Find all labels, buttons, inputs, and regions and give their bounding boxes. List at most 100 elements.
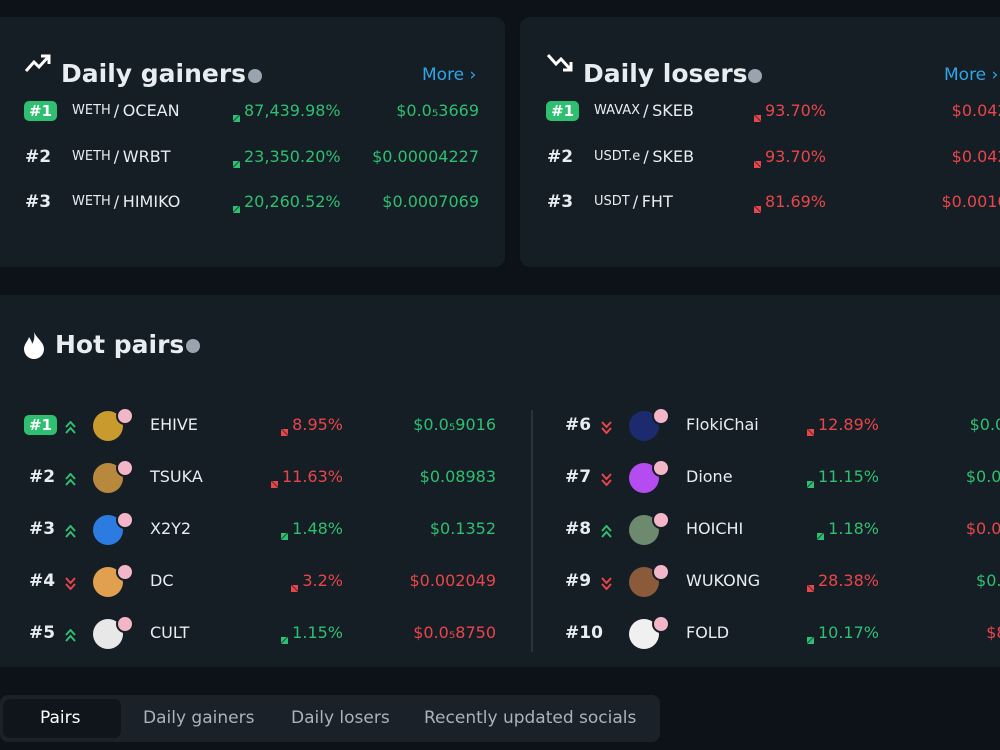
rank: #3 [547,192,574,212]
rank: #7 [565,467,592,487]
price: $0.0₃39 [969,415,1000,434]
pair-quote: WRBT [122,147,171,166]
rank: #2 [547,147,574,167]
hot-pairs-title: Hot pairs [55,330,185,359]
trend-icon [65,419,76,438]
trend-icon [65,523,76,542]
price: $0.001025 [941,192,1000,211]
change: 11.63% [281,467,343,486]
price: $0.00004227 [372,147,479,166]
change: 93.70% [765,147,827,166]
price: $89.6 [986,623,1000,642]
token-name[interactable]: EHIVE [150,415,198,434]
price: $0.1352 [429,519,496,538]
gainers-more[interactable]: More › [422,65,477,85]
avatar-badge [652,407,670,425]
token-name[interactable]: X2Y2 [150,519,192,538]
pair-quote: HIMIKO [122,192,181,211]
change-arrow [753,199,762,213]
change: 12.89% [817,415,879,434]
price: $0.0007069 [382,192,479,211]
token-name[interactable]: FlokiChai [686,415,759,434]
change: 20,260.52% [244,192,341,211]
trend-icon [601,523,612,542]
price: $0.04225 [951,101,1000,120]
tab[interactable]: Daily losers [291,708,390,728]
change: 93.70% [765,101,827,120]
price: $0.04201 [951,147,1000,166]
pair-base: WETH [72,103,111,118]
tab[interactable]: Daily gainers [143,708,255,728]
rank: #2 [29,467,56,487]
pair-base: WETH [72,149,111,164]
avatar-badge [652,563,670,581]
token-name[interactable]: FOLD [686,623,730,642]
trend-icon [65,471,76,490]
pair-slash: / [113,101,120,120]
avatar-badge [116,563,134,581]
change-arrow [280,630,289,644]
price: $0.0003 [965,467,1000,486]
change: 1.15% [292,623,343,642]
losers-icon [546,54,573,72]
token-name[interactable]: Dione [686,467,733,486]
token-name[interactable]: WUKONG [686,571,761,590]
info-icon [748,69,762,83]
rank: #6 [565,415,592,435]
pair-base: USDT [594,194,630,209]
change: 1.18% [828,519,879,538]
rank: #8 [565,519,592,539]
rank: #3 [29,519,56,539]
hot-pairs-card: Hot pairs [0,295,1000,667]
trend-icon [65,627,76,646]
change: 23,350.20% [244,147,341,166]
info-icon [248,69,262,83]
change-arrow [806,578,815,592]
tab-bar: Pairs Daily gainers Daily losers Recently u… [0,695,660,742]
gainers-card: Daily gainers More › [0,17,505,267]
change-arrow [290,578,299,592]
token-name[interactable]: CULT [150,623,190,642]
change: 28.38% [817,571,879,590]
rank-badge: #1 [546,101,580,121]
divider [531,410,533,652]
gainers-title: Daily gainers [61,59,247,88]
losers-more[interactable]: More › [944,65,999,85]
change-arrow [280,526,289,540]
avatar-badge [652,615,670,633]
change-arrow [232,199,241,213]
avatar-badge [116,407,134,425]
losers-card: Daily losers More › [520,17,1000,267]
pair-quote: SKEB [652,147,695,166]
token-name[interactable]: HOICHI [686,519,744,538]
more-text: More [422,65,465,85]
rank: #3 [25,192,52,212]
rank-badge: #1 [24,415,58,435]
change: 1.48% [292,519,343,538]
losers-title: Daily losers [583,59,748,88]
change: 87,439.98% [244,101,341,120]
info-icon [186,339,200,353]
pair-slash: / [632,192,639,211]
price: $0.0₅9016 [413,415,496,434]
avatar-badge [652,459,670,477]
change-arrow [232,108,241,122]
rank: #4 [29,571,56,591]
change-arrow [753,154,762,168]
pair-slash: / [113,147,120,166]
trend-icon [65,575,76,594]
tab[interactable]: Pairs [40,708,81,728]
token-name[interactable]: TSUKA [150,467,203,486]
gainers-icon [24,54,51,72]
change: 10.17% [817,623,879,642]
token-name[interactable]: DC [150,571,174,590]
change-arrow [816,526,825,540]
rank: #2 [25,147,52,167]
tab[interactable]: Recently updated socials [424,708,637,728]
rank: #10 [565,623,603,643]
price: $0.08983 [419,467,496,486]
change-arrow [280,422,289,436]
avatar-badge [116,511,134,529]
pair-quote: OCEAN [122,101,180,120]
